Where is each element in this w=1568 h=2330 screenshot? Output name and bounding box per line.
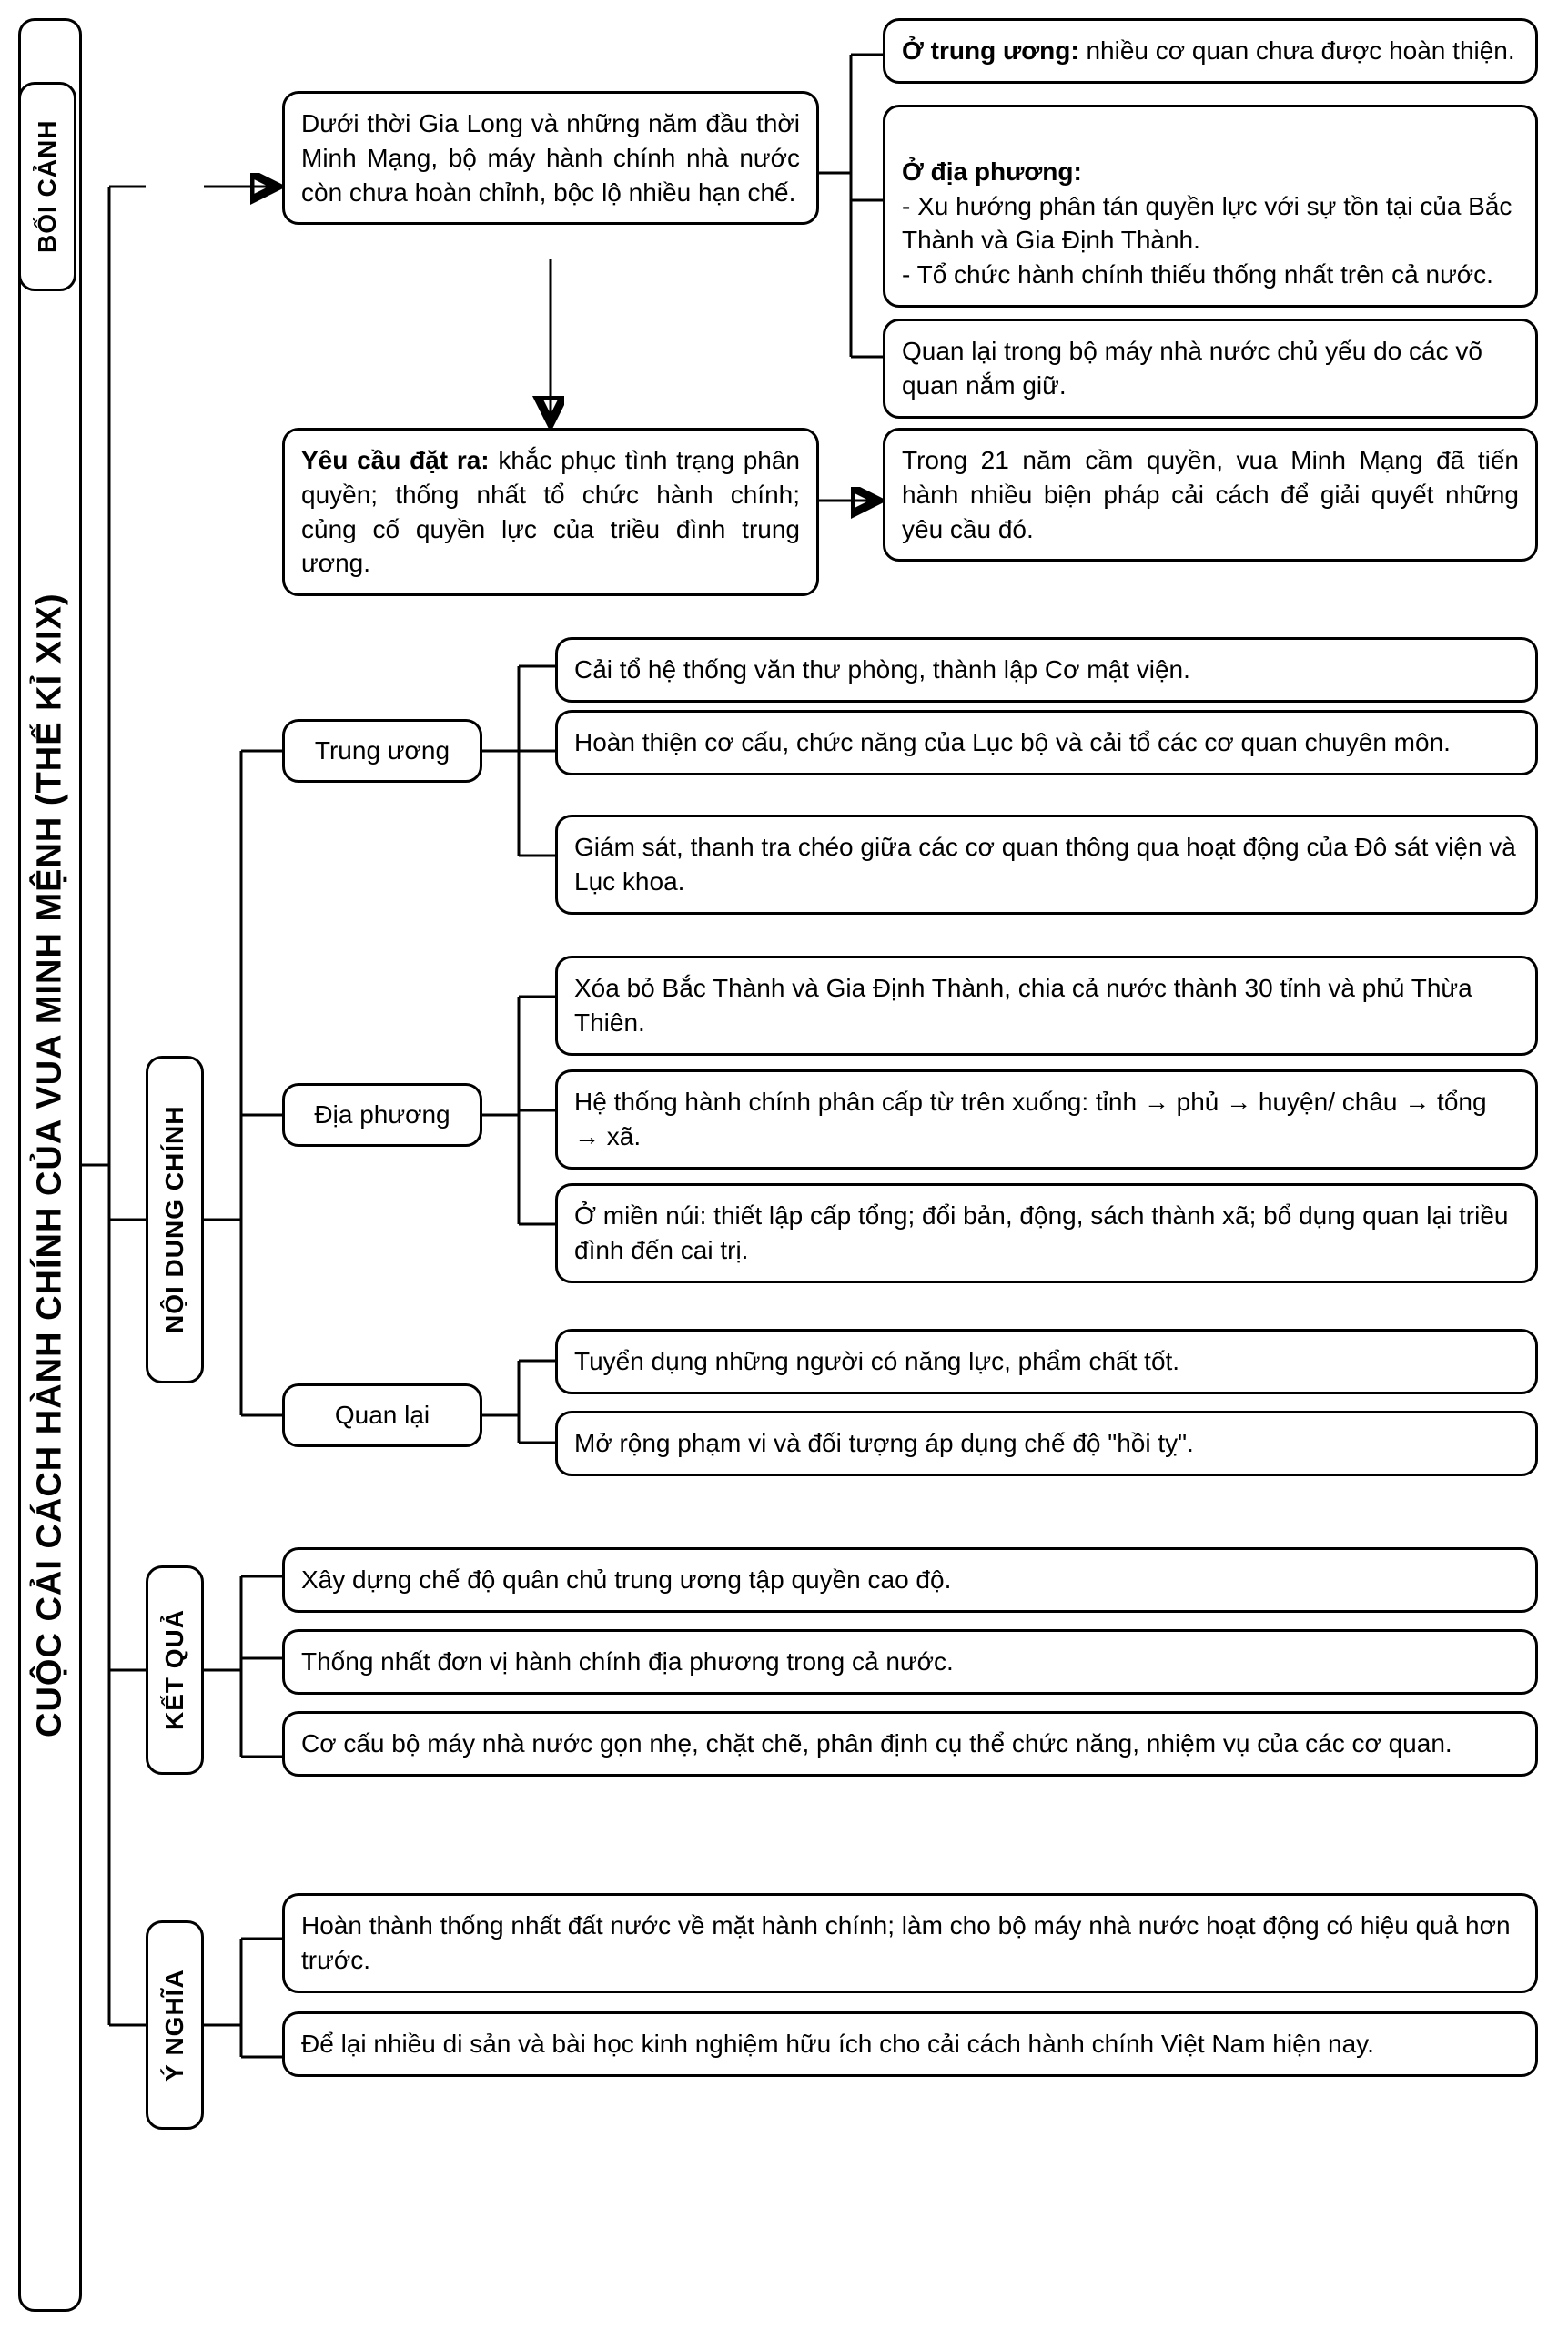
detail-lead: Ở trung ương: <box>902 36 1079 65</box>
root-title: CUỘC CẢI CÁCH HÀNH CHÍNH CỦA VUA MINH MỆ… <box>18 18 82 2312</box>
section-ketqua-label: KẾT QUẢ <box>146 1565 204 1775</box>
ynghia-item-1: Để lại nhiều di sản và bài học kinh nghi… <box>282 2011 1538 2077</box>
detail-text: - Xu hướng phân tán quyền lực với sự tồn… <box>902 192 1512 289</box>
quanlai-item-0: Tuyển dụng những người có năng lực, phẩm… <box>555 1329 1538 1394</box>
trunguong-item-0: Cải tổ hệ thống văn thư phòng, thành lập… <box>555 637 1538 703</box>
diaphuong-item-1: Hệ thống hành chính phân cấp từ trên xuố… <box>555 1069 1538 1170</box>
group-diaphuong: Địa phương <box>282 1083 482 1147</box>
boicanh-yeucau: Yêu cầu đặt ra: khắc phục tình trạng phâ… <box>282 428 819 596</box>
detail-text: Quan lại trong bộ máy nhà nước chủ yếu d… <box>902 337 1482 400</box>
group-quanlai: Quan lại <box>282 1383 482 1447</box>
boicanh-detail-1: Ở địa phương: - Xu hướng phân tán quyền … <box>883 105 1538 308</box>
ketqua-item-0: Xây dựng chế độ quân chủ trung ương tập … <box>282 1547 1538 1613</box>
detail-text: nhiều cơ quan chưa được hoàn thiện. <box>1079 36 1515 65</box>
quanlai-item-1: Mở rộng phạm vi và đối tượng áp dụng chế… <box>555 1411 1538 1476</box>
ynghia-item-0: Hoàn thành thống nhất đất nước về mặt hà… <box>282 1893 1538 1993</box>
boicanh-detail-0: Ở trung ương: nhiều cơ quan chưa được ho… <box>883 18 1538 84</box>
boicanh-result: Trong 21 năm cầm quyền, vua Minh Mạng đã… <box>883 428 1538 562</box>
section-noidung-label: NỘI DUNG CHÍNH <box>146 1056 204 1383</box>
diaphuong-item-2: Ở miền núi: thiết lập cấp tổng; đổi bản,… <box>555 1183 1538 1283</box>
section-boicanh-label: BỐI CẢNH <box>18 82 76 291</box>
boicanh-detail-2: Quan lại trong bộ máy nhà nước chủ yếu d… <box>883 319 1538 419</box>
trunguong-item-1: Hoàn thiện cơ cấu, chức năng của Lục bộ … <box>555 710 1538 775</box>
yeucau-lead: Yêu cầu đặt ra: <box>301 446 490 474</box>
diaphuong-item-0: Xóa bỏ Bắc Thành và Gia Định Thành, chia… <box>555 956 1538 1056</box>
trunguong-item-2: Giám sát, thanh tra chéo giữa các cơ qua… <box>555 815 1538 915</box>
section-ynghia-label: Ý NGHĨA <box>146 1920 204 2130</box>
detail-lead: Ở địa phương: <box>902 157 1082 186</box>
boicanh-intro: Dưới thời Gia Long và những năm đầu thời… <box>282 91 819 225</box>
mindmap-diagram: CUỘC CẢI CÁCH HÀNH CHÍNH CỦA VUA MINH MỆ… <box>18 18 1550 2312</box>
ketqua-item-2: Cơ cấu bộ máy nhà nước gọn nhẹ, chặt chẽ… <box>282 1711 1538 1777</box>
group-trunguong: Trung ương <box>282 719 482 783</box>
ketqua-item-1: Thống nhất đơn vị hành chính địa phương … <box>282 1629 1538 1695</box>
